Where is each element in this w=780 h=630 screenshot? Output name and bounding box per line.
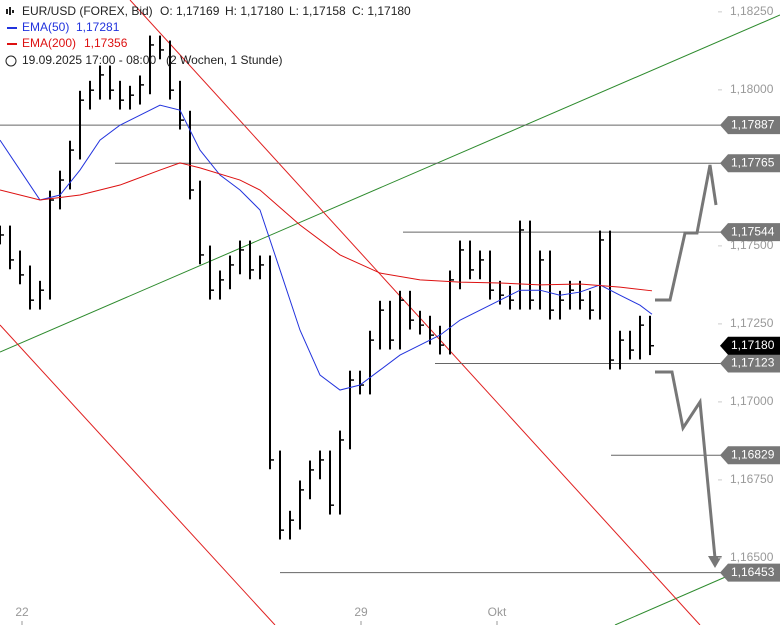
level-label: 1,17887: [731, 117, 775, 131]
x-tick-label: 22: [15, 605, 29, 619]
symbol: EUR/USD (FOREX, Bid): [22, 4, 153, 18]
x-tick-label: 29: [354, 605, 368, 619]
level-tag: [720, 446, 780, 465]
low: L: 1,17158: [289, 4, 346, 18]
trend-line: [614, 574, 731, 626]
legend-value: 1,17281: [76, 20, 120, 34]
trend-line: [0, 14, 780, 353]
clock-icon: [5, 55, 17, 67]
high: H: 1,17180: [225, 4, 284, 18]
open: O: 1,17169: [160, 4, 220, 18]
level-label: 1,16829: [731, 447, 775, 461]
bars-icon: [6, 7, 14, 15]
plot-area: [0, 35, 722, 574]
level-tag: [720, 154, 780, 173]
legend-name: EMA(50): [22, 20, 69, 34]
ema-line: [0, 162, 653, 292]
ema-line: [0, 104, 653, 391]
level-tag: [720, 354, 780, 373]
trend-line: [0, 324, 276, 626]
y-tick-label: 1,16750: [730, 472, 774, 486]
legend: EUR/USD (FOREX, Bid) O: 1,17169 H: 1,171…: [5, 4, 411, 67]
trend-line: [129, 0, 701, 626]
y-tick-label: 1,16500: [730, 550, 774, 564]
y-tick-label: 1,18250: [730, 4, 774, 18]
y-tick-label: 1,17500: [730, 238, 774, 252]
level-label: 1,16453: [731, 565, 775, 579]
y-tick-label: 1,17000: [730, 394, 774, 408]
period: 19.09.2025 17:00 - 08:00: [22, 53, 156, 67]
legend-value: 1,17356: [84, 36, 128, 50]
y-tick-label: 1,18000: [730, 82, 774, 96]
x-tick-label: Okt: [488, 605, 507, 619]
last-price-label: 1,17180: [731, 338, 775, 352]
y-tick-label: 1,17250: [730, 316, 774, 330]
legend-name: EMA(200): [22, 36, 76, 50]
range: (2 Wochen, 1 Stunde): [166, 53, 283, 67]
level-label: 1,17123: [731, 356, 775, 370]
level-label: 1,17544: [731, 224, 775, 238]
scenario-arrow: [655, 164, 718, 302]
level-label: 1,17765: [731, 155, 775, 169]
level-tag: [720, 116, 780, 135]
level-tag: [720, 563, 780, 582]
last-price-tag: [720, 336, 780, 355]
arrow-head: [708, 556, 722, 568]
scenario-arrow: [655, 370, 717, 559]
level-tag: [720, 223, 780, 242]
close: C: 1,17180: [352, 4, 411, 18]
